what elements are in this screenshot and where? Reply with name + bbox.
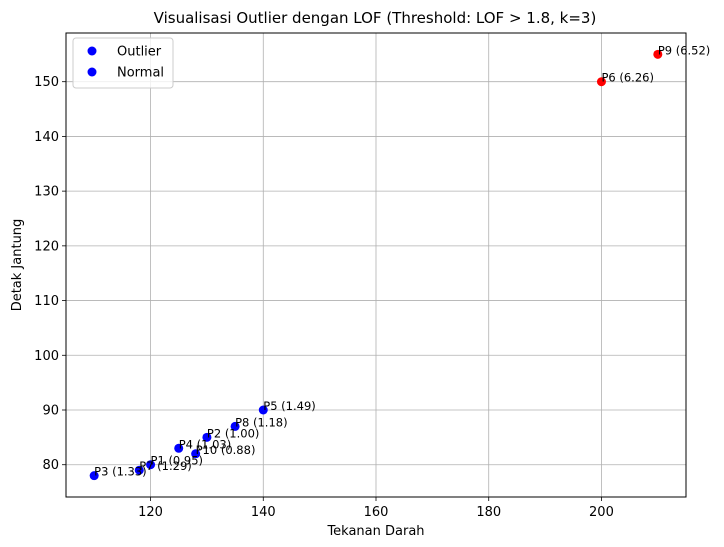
y-tick-label: 130 bbox=[34, 185, 59, 200]
y-tick-label: 100 bbox=[34, 349, 59, 364]
normal-point-p1 bbox=[146, 460, 156, 470]
normal-point-p5 bbox=[258, 405, 268, 415]
normal-point-p3 bbox=[89, 471, 99, 481]
legend-label-outlier: Outlier bbox=[117, 45, 162, 60]
point-label-p9: P9 (6.52) bbox=[658, 43, 711, 57]
y-tick-label: 90 bbox=[42, 404, 59, 419]
chart-title: Visualisasi Outlier dengan LOF (Threshol… bbox=[154, 9, 597, 27]
outlier-point-p9 bbox=[653, 49, 663, 59]
y-tick-label: 120 bbox=[34, 239, 59, 254]
y-axis-label: Detak Jantung bbox=[10, 219, 25, 312]
legend-marker-outlier bbox=[87, 46, 97, 56]
normal-point-p10 bbox=[191, 449, 201, 459]
tick-layer: 120 140 160 180 200 80 90 100 110 120 130 140 150 bbox=[34, 75, 614, 520]
y-tick-label: 140 bbox=[34, 130, 59, 145]
point-label-p1: P1 (0.95) bbox=[151, 454, 204, 468]
label-layer: P1 (0.95)P2 (1.00) P3 (1.33) P4 (1.03) P5 (… bbox=[94, 43, 710, 478]
y-tick-label: 150 bbox=[34, 75, 59, 90]
legend-box bbox=[72, 37, 174, 89]
normal-point-p7 bbox=[134, 465, 144, 475]
x-tick-label: 200 bbox=[589, 505, 614, 520]
x-tick-label: 140 bbox=[251, 505, 276, 520]
point-label-p3: P3 (1.33) bbox=[94, 465, 147, 479]
point-layer bbox=[89, 49, 663, 481]
point-label-p8: P8 (1.18) bbox=[235, 415, 288, 429]
point-label-p10: P10 (0.88) bbox=[196, 443, 256, 457]
x-tick-label: 160 bbox=[364, 505, 389, 520]
point-label-p5: P5 (1.49) bbox=[263, 399, 316, 413]
x-axis-label: Tekanan Darah bbox=[326, 524, 424, 539]
point-label-p7: P7 (1.29) bbox=[139, 459, 192, 473]
normal-point-p4 bbox=[174, 443, 184, 453]
point-label-p4: P4 (1.03) bbox=[179, 437, 232, 451]
normal-point-p2 bbox=[202, 432, 212, 442]
x-tick-label: 180 bbox=[476, 505, 501, 520]
normal-point-p8 bbox=[230, 421, 240, 431]
legend-label-normal: Normal bbox=[117, 66, 164, 81]
y-tick-label: 110 bbox=[34, 294, 59, 309]
point-label-p6: P6 (6.26) bbox=[601, 71, 654, 85]
grid-layer bbox=[66, 33, 686, 497]
legend: Outlier Normal bbox=[72, 37, 174, 89]
x-tick-label: 120 bbox=[138, 505, 163, 520]
legend-marker-normal bbox=[87, 67, 97, 77]
point-label-p2: P2 (1.00) bbox=[207, 426, 260, 440]
y-tick-label: 80 bbox=[42, 458, 59, 473]
outlier-point-p6 bbox=[596, 77, 606, 87]
